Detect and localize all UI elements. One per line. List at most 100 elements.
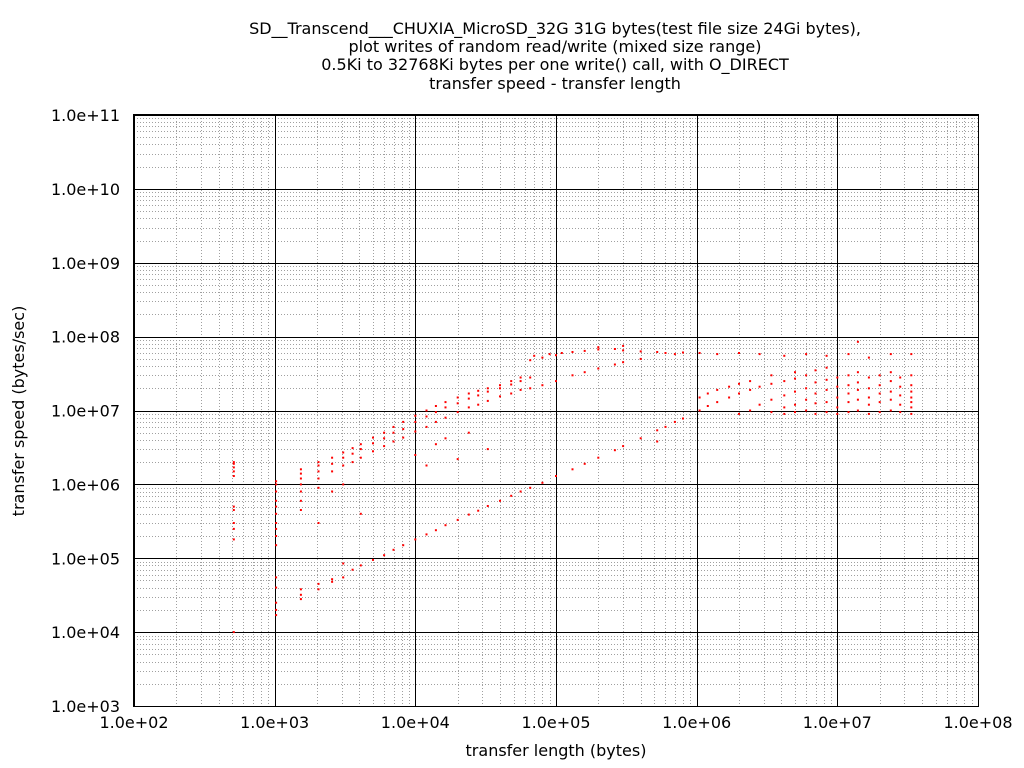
data-point [351, 447, 354, 450]
data-point [372, 442, 374, 445]
data-point [317, 470, 320, 473]
data-point [716, 353, 719, 356]
data-point [317, 582, 320, 585]
data-point [529, 486, 532, 489]
data-point [583, 462, 586, 465]
data-point [758, 385, 761, 388]
data-point [805, 353, 808, 356]
data-point [467, 513, 470, 516]
data-point [825, 411, 828, 414]
data-point [716, 401, 719, 404]
data-point [392, 548, 395, 551]
data-point [444, 524, 447, 527]
data-point [456, 458, 459, 461]
data-point [392, 425, 395, 428]
data-point [359, 443, 362, 446]
data-point [486, 390, 489, 393]
data-point [783, 412, 786, 415]
data-point [836, 396, 839, 399]
data-point [456, 518, 459, 521]
data-point [856, 371, 859, 374]
data-point [899, 411, 902, 414]
data-point [331, 578, 334, 581]
data-point [656, 351, 659, 353]
data-point [738, 392, 740, 395]
data-point [656, 440, 659, 443]
data-point [639, 350, 642, 353]
data-point [414, 538, 417, 541]
data-point [402, 428, 405, 431]
data-point [444, 406, 447, 409]
data-point [519, 376, 522, 379]
data-point [794, 411, 796, 414]
data-point [867, 396, 870, 399]
data-point [342, 456, 345, 459]
data-point [299, 490, 302, 493]
data-point [486, 387, 489, 390]
data-point [560, 352, 563, 354]
data-point [728, 396, 731, 399]
data-point [299, 472, 302, 475]
chart-title: SD__Transcend___CHUXIA_MicroSD_32G 31G b… [249, 19, 861, 93]
data-point [342, 483, 345, 486]
data-point [519, 388, 522, 391]
data-point [673, 420, 676, 423]
data-point [836, 376, 839, 379]
data-point [758, 403, 761, 406]
data-point [402, 436, 405, 439]
data-point [794, 403, 796, 406]
data-point [541, 481, 544, 484]
data-point [889, 409, 892, 412]
data-point [477, 389, 480, 392]
data-point [878, 411, 881, 414]
data-point [541, 384, 544, 387]
data-point [622, 361, 625, 364]
y-axis-label: transfer speed (bytes/sec) [9, 306, 28, 517]
data-point [467, 392, 470, 395]
data-point [529, 376, 532, 379]
data-point [738, 412, 740, 415]
data-point [331, 470, 334, 473]
data-point [477, 509, 480, 512]
data-point [486, 399, 489, 402]
data-point [392, 440, 395, 443]
data-point [910, 412, 913, 415]
data-point [682, 351, 684, 354]
data-point [770, 411, 773, 414]
data-point [232, 461, 235, 464]
data-point [847, 392, 850, 395]
y-tick-label: 1.0e+05 [51, 549, 120, 568]
data-point [383, 445, 386, 448]
data-point [414, 454, 417, 456]
data-point [847, 384, 850, 387]
data-point [467, 406, 470, 409]
data-point [770, 382, 773, 385]
data-point [805, 409, 808, 412]
data-point [275, 505, 278, 508]
data-point [910, 384, 913, 387]
data-point [889, 371, 892, 374]
data-point [548, 353, 551, 356]
data-point [275, 490, 278, 493]
data-point [425, 409, 428, 412]
data-point [783, 394, 786, 397]
data-point [583, 371, 586, 374]
data-point [351, 568, 354, 571]
data-point [716, 388, 719, 391]
data-point [477, 394, 480, 397]
data-point [805, 387, 808, 390]
data-point [372, 558, 374, 561]
data-point [529, 387, 532, 390]
data-point [814, 381, 817, 384]
grid [134, 115, 979, 707]
data-point [317, 588, 320, 591]
data-point [825, 388, 828, 391]
data-point [836, 406, 839, 409]
data-point [275, 499, 278, 502]
x-tick-label: 1.0e+02 [99, 713, 168, 732]
data-point [499, 384, 501, 387]
data-point [342, 576, 345, 579]
data-point [402, 544, 405, 547]
title-line-2: plot writes of random read/write (mixed … [349, 37, 762, 56]
data-point [351, 461, 354, 464]
